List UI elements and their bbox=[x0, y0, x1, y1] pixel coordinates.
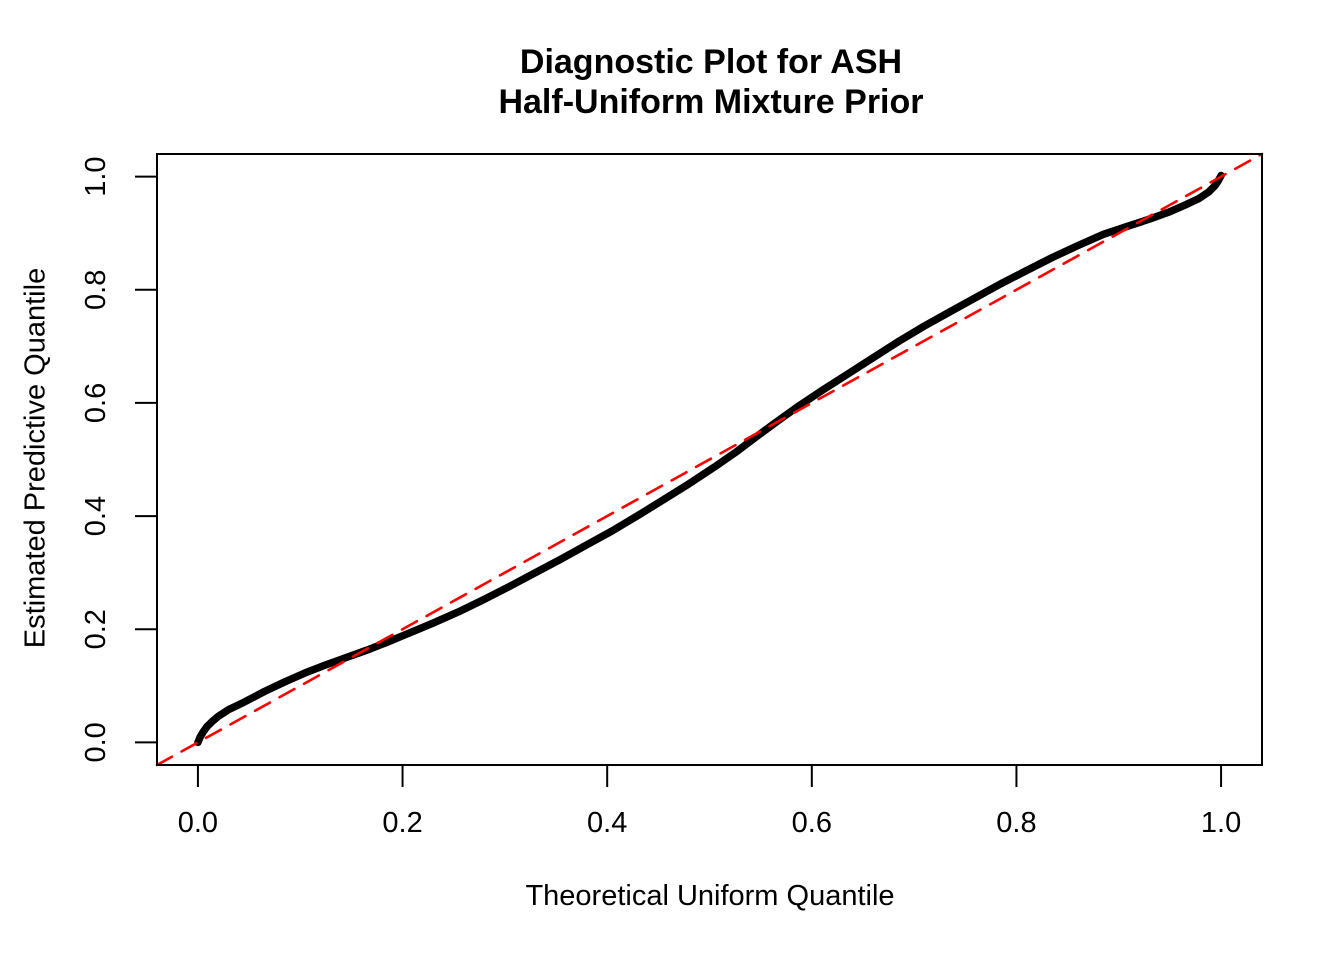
y-tick-label: 1.0 bbox=[80, 156, 112, 196]
identity-reference-line bbox=[155, 152, 1264, 767]
chart-title: Diagnostic Plot for ASH Half-Uniform Mix… bbox=[0, 42, 1344, 122]
x-tick-label: 0.0 bbox=[178, 807, 218, 839]
x-axis-title: Theoretical Uniform Quantile bbox=[525, 880, 895, 912]
x-tick-label: 1.0 bbox=[1201, 807, 1241, 839]
x-tick-label: 0.6 bbox=[792, 807, 832, 839]
y-axis-title: Estimated Predictive Quantile bbox=[19, 267, 52, 649]
estimated-predictive-quantile-curve bbox=[194, 171, 1225, 747]
y-tick-label: 0.2 bbox=[80, 609, 112, 649]
chart-title-line1: Diagnostic Plot for ASH bbox=[519, 43, 903, 81]
y-tick-label: 0.0 bbox=[80, 722, 112, 762]
x-tick-label: 0.2 bbox=[382, 807, 422, 839]
plot-frame bbox=[156, 153, 1263, 766]
x-tick-label: 0.4 bbox=[587, 807, 627, 839]
y-tick-label: 0.6 bbox=[80, 383, 112, 423]
chart-title-line2: Half-Uniform Mixture Prior bbox=[498, 83, 924, 121]
x-tick-label: 0.8 bbox=[996, 807, 1036, 839]
y-tick-label: 0.4 bbox=[80, 496, 112, 536]
y-tick-label: 0.8 bbox=[80, 270, 112, 310]
